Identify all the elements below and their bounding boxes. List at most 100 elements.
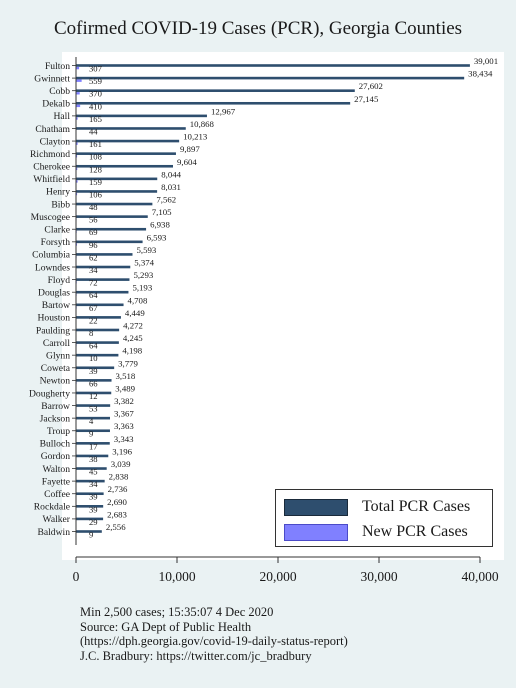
data-label-total: 27,602 [359,81,383,91]
plot-area [62,52,504,560]
bar-total [76,505,104,508]
data-label-total: 4,245 [123,333,143,343]
data-label-new: 410 [89,101,102,111]
data-label-total: 5,193 [132,283,152,293]
category-label: Chatham [35,124,70,135]
bar-new [76,192,78,196]
data-label-total: 4,272 [123,320,143,330]
category-label: Henry [46,187,70,198]
data-label-new: 38 [89,454,98,464]
data-label-total: 38,434 [468,69,493,79]
data-label-total: 5,374 [134,258,154,268]
bar-total [76,64,470,67]
bar-new [76,66,80,70]
footer-line-url: (https://dph.georgia.gov/covid-19-daily-… [80,634,348,649]
category-label: Houston [37,313,70,324]
bar-total [76,328,120,332]
bar-total [76,442,110,445]
category-label: Clarke [44,225,70,236]
data-label-total: 6,593 [147,232,167,242]
category-label: Bulloch [40,439,71,450]
category-label: Columbia [32,250,71,261]
bar-new [76,155,78,158]
category-label: Whitfield [33,174,70,185]
bar-total [76,152,176,155]
bar-total [76,530,102,533]
category-label: Fulton [45,61,70,72]
category-label: Coweta [41,363,71,374]
bar-total [76,89,355,92]
bar-total [76,265,131,269]
bar-total [76,391,112,395]
data-label-new: 53 [89,404,98,414]
category-label: Troup [47,426,70,437]
category-label: Newton [40,376,71,387]
category-label: Douglas [38,288,70,299]
bar-total [76,227,147,231]
category-label: Dougherty [29,388,70,399]
data-label-new: 39 [89,492,98,502]
bar-total [76,139,180,143]
data-label-total: 2,556 [106,522,126,532]
data-label-total: 2,690 [107,497,127,507]
data-label-total: 3,489 [115,383,135,393]
category-label: Richmond [30,149,70,160]
data-label-total: 10,868 [190,119,215,129]
data-label-new: 165 [89,114,102,124]
legend: Total PCR Cases New PCR Cases [275,489,493,547]
category-label: Hall [53,111,70,122]
bar-new [76,117,78,120]
data-label-new: 4 [89,416,94,426]
category-label: Bibb [51,199,70,210]
data-label-new: 307 [89,64,103,74]
category-label: Cherokee [33,162,70,173]
bar-total [76,164,174,168]
bar-new [76,79,82,82]
data-label-total: 5,593 [136,245,156,255]
data-label-new: 10 [89,353,98,363]
data-label-new: 161 [89,139,102,149]
data-label-total: 3,343 [114,434,134,444]
bar-total [76,253,133,256]
bar-total [76,454,109,458]
data-label-total: 4,449 [125,308,145,318]
category-label: Gordon [41,451,71,462]
category-label: Gwinnett [34,73,70,84]
bar-total [76,366,115,370]
bar-total [76,429,110,433]
data-label-total: 8,031 [161,182,181,192]
data-label-total: 3,518 [116,371,136,381]
data-label-new: 559 [89,76,102,86]
data-label-new: 39 [89,366,98,376]
footer-notes: Min 2,500 cases; 15:35:07 4 Dec 2020 Sou… [80,605,348,663]
bar-new [76,167,78,171]
data-label-total: 5,293 [133,270,153,280]
bar-total [76,114,207,118]
data-label-new: 48 [89,202,98,212]
bar-total [76,127,186,130]
category-label: Barrow [41,401,70,412]
data-label-total: 9,897 [180,144,200,154]
category-label: Lowndes [35,262,70,273]
category-label: Forsyth [41,237,71,248]
category-label: Baldwin [37,527,70,538]
data-label-new: 96 [89,240,98,250]
data-label-total: 2,736 [108,484,128,494]
data-label-new: 45 [89,467,98,477]
data-label-new: 66 [89,378,98,388]
bar-total [76,316,121,319]
legend-label-new: New PCR Cases [362,523,468,540]
data-label-new: 17 [89,441,98,451]
data-label-new: 159 [89,177,102,187]
legend-item-total: Total PCR Cases [284,497,470,517]
data-label-new: 9 [89,530,93,540]
data-label-total: 8,044 [161,169,181,179]
data-label-total: 39,001 [474,56,498,66]
data-label-total: 3,196 [112,446,132,456]
bar-total [76,202,153,206]
data-label-new: 128 [89,164,102,174]
data-label-total: 2,838 [109,472,129,482]
data-label-new: 108 [89,152,102,162]
bar-total [76,492,104,496]
bar-new [76,92,80,95]
